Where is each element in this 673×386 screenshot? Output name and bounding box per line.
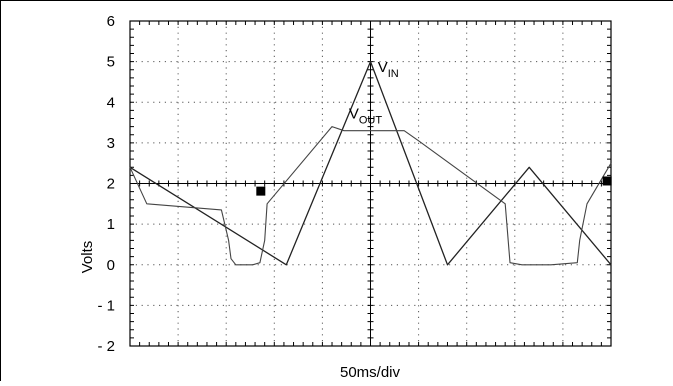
y-tick-label: 4: [107, 94, 115, 111]
y-tick-label: - 1: [97, 297, 115, 314]
series-line-vout: [129, 126, 612, 266]
ch-marker-left: [256, 186, 266, 196]
annotation-vin: VIN: [378, 59, 399, 80]
y-tick-label: 2: [107, 176, 115, 193]
series-line-vin: [129, 60, 612, 266]
series-group: [129, 60, 612, 266]
y-tick-labels: 6 5 4 3 2 1 0 - 1 - 2: [97, 13, 115, 355]
y-tick-label: 1: [107, 216, 115, 233]
channel-markers: [256, 176, 612, 196]
y-tick-label: 0: [107, 257, 115, 274]
y-tick-label: 5: [107, 54, 115, 71]
annotations: VIN VOUT: [349, 59, 399, 127]
center-axes: [129, 20, 612, 347]
x-axis-label: 50ms/div: [340, 364, 401, 381]
ch-marker-right: [602, 176, 612, 186]
y-tick-label: 6: [107, 13, 115, 30]
annotation-vout: VOUT: [349, 106, 383, 127]
y-tick-label: - 2: [97, 338, 115, 355]
y-tick-label: 3: [107, 135, 115, 152]
y-axis-label: Volts: [79, 241, 96, 274]
